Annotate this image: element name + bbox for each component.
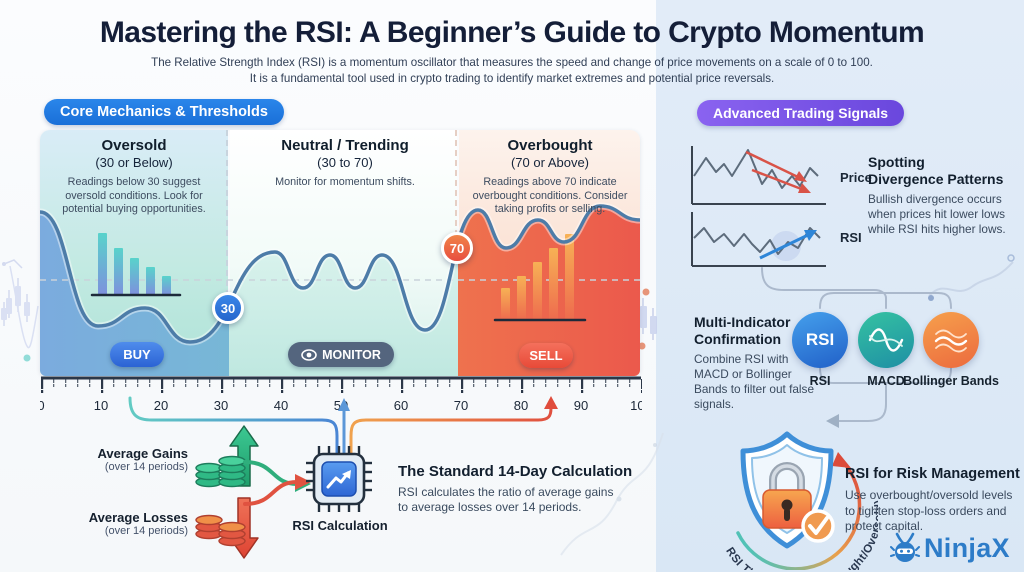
decorative-candles — [638, 288, 657, 350]
price-chart-label: Price — [840, 170, 872, 185]
axis-tick-30: 30 — [214, 398, 228, 413]
oversold-title: Oversold — [101, 137, 167, 154]
decorative-candlestick-chart — [1, 259, 39, 362]
advanced-signals-panel-background — [656, 0, 1024, 572]
divergence-heading-line1: Spotting — [868, 154, 925, 170]
page-title: Mastering the RSI: A Beginner’s Guide to… — [99, 16, 925, 49]
axis-tick-90: 90 — [574, 398, 588, 413]
buy-button[interactable]: BUY — [110, 342, 164, 367]
axis-tick-40: 40 — [274, 398, 288, 413]
divergence-body: Bullish divergence occurs when prices hi… — [868, 192, 1006, 236]
threshold-marker-30: 30 — [212, 292, 244, 324]
oversold-header: Oversold (30 or Below) Readings below 30… — [44, 137, 224, 217]
neutral-header: Neutral / Trending (30 to 70) Monitor fo… — [250, 137, 440, 190]
risk-body: Use overbought/oversold levels to tighte… — [845, 488, 1013, 533]
axis-tick-70: 70 — [454, 398, 468, 413]
macd-indicator-circle — [858, 312, 914, 368]
bollinger-indicator-label: Bollinger Bands — [903, 374, 999, 388]
rsi-zones-panel: Oversold (30 or Below) Readings below 30… — [40, 130, 640, 376]
losses-flow-arrow — [243, 474, 311, 506]
page-subtitle-line2: It is a fundamental tool used in crypto … — [249, 72, 775, 85]
average-losses-sub: (over 14 periods) — [104, 525, 188, 537]
neutral-range: (30 to 70) — [317, 155, 373, 170]
multi-heading-line2: Confirmation — [694, 331, 782, 347]
monitor-button[interactable]: MONITOR — [288, 342, 394, 367]
page-subtitle-line1: The Relative Strength Index (RSI) is a m… — [151, 56, 873, 69]
axis-tick-60: 60 — [394, 398, 408, 413]
multi-heading-line1: Multi-Indicator — [694, 314, 791, 330]
divergence-heading-line2: Divergence Patterns — [868, 171, 1004, 187]
axis-tick-80: 80 — [514, 398, 528, 413]
neutral-desc: Monitor for momentum shifts. — [275, 176, 415, 188]
brand-name: NinjaX — [924, 532, 1010, 563]
calculation-body: RSI calculates the ratio of average gain… — [398, 485, 614, 514]
macd-indicator-label: MACD — [867, 374, 905, 388]
rsi-scale-axis: 0 10 20 30 40 50 60 70 80 90 100 — [40, 376, 642, 413]
average-losses-label: Average Losses — [88, 510, 188, 525]
average-losses-block: Average Losses (over 14 periods) — [70, 510, 188, 537]
decorative-squiggle — [928, 254, 1015, 301]
multi-indicator-body: Combine RSI with MACD or Bollinger Bands… — [694, 352, 815, 411]
sell-button[interactable]: SELL — [519, 343, 573, 368]
rsi-wave-chart — [40, 202, 640, 376]
decorative-trend-line — [560, 432, 664, 556]
macd-wave-icon — [868, 328, 904, 352]
average-gains-block: Average Gains (over 14 periods) — [70, 446, 188, 473]
axis-tick-100: 100 — [630, 398, 642, 413]
axis-tick-20: 20 — [154, 398, 168, 413]
advanced-signals-badge: Advanced Trading Signals — [697, 100, 905, 126]
oversold-range: (30 or Below) — [95, 155, 173, 170]
neutral-title: Neutral / Trending — [281, 137, 409, 154]
average-gains-label: Average Gains — [97, 446, 188, 461]
bollinger-bands-icon — [934, 329, 968, 353]
divergence-price-rsi-charts — [691, 146, 826, 267]
overbought-title: Overbought — [507, 137, 593, 154]
axis-tick-10: 10 — [94, 398, 108, 413]
brand-logo: NinjaX — [890, 532, 1010, 564]
rsi-circle-text: RSI — [805, 330, 835, 349]
threshold-marker-70: 70 — [441, 232, 473, 264]
rsi-chart-label: RSI — [840, 230, 862, 245]
overbought-header: Overbought (70 or Above) Readings above … — [460, 137, 640, 217]
chip-label: RSI Calculation — [292, 518, 388, 533]
rsi-indicator-label: RSI — [809, 374, 831, 388]
risk-shield-illustration: RSI Thresholds (Overbought/Oversold) — [723, 431, 878, 570]
overbought-range: (70 or Above) — [510, 155, 590, 170]
losses-coins-down-arrow-icon — [195, 497, 259, 559]
rsi-indicator-circle: RSI — [792, 312, 848, 368]
core-mechanics-badge: Core Mechanics & Thresholds — [44, 99, 284, 125]
rsi-calculation-chip-icon — [306, 446, 372, 512]
indicator-connectors — [761, 267, 952, 428]
multi-indicator-heading: Multi-Indicator Confirmation — [694, 314, 790, 348]
axis-tick-0: 0 — [40, 398, 45, 413]
bollinger-indicator-circle — [923, 312, 979, 368]
divergence-heading: Spotting Divergence Patterns — [868, 154, 1003, 188]
average-gains-sub: (over 14 periods) — [104, 461, 188, 473]
gains-coins-up-arrow-icon — [195, 425, 259, 488]
oversold-desc: Readings below 30 suggest oversold condi… — [62, 176, 206, 215]
calculation-to-scale-connectors — [128, 396, 558, 456]
eye-icon — [301, 348, 317, 361]
monitor-label: MONITOR — [322, 347, 381, 362]
calculation-heading: The Standard 14-Day Calculation — [398, 463, 633, 480]
ninja-beetle-icon — [890, 532, 920, 562]
overbought-desc: Readings above 70 indicate overbought co… — [472, 176, 628, 215]
risk-heading: RSI for Risk Management — [845, 466, 1020, 482]
